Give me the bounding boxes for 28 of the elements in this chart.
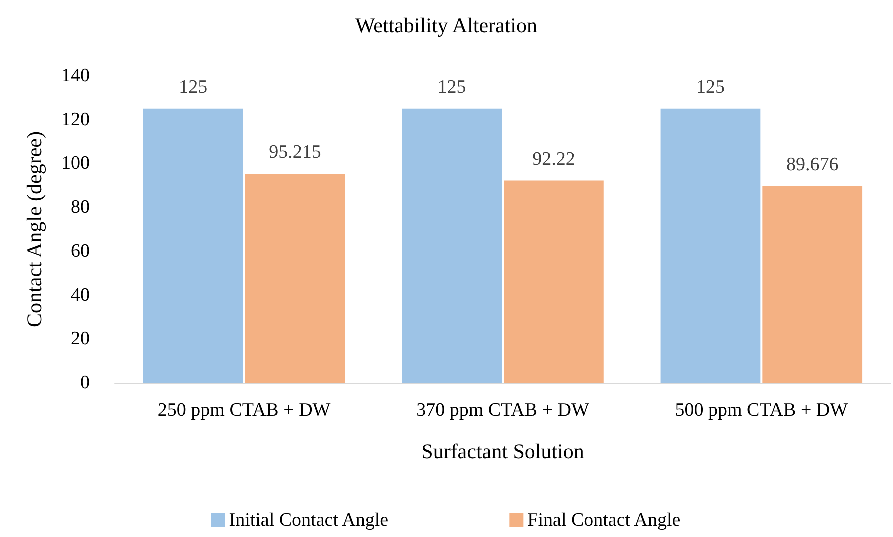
y-tick-label: 20	[71, 328, 90, 350]
bar	[762, 186, 863, 383]
y-tick-label: 60	[71, 240, 90, 262]
data-label: 95.215	[269, 142, 322, 164]
x-tick-label: 500 ppm CTAB + DW	[675, 400, 848, 421]
bar	[143, 108, 244, 383]
chart-title: Wettability Alteration	[355, 14, 538, 38]
y-tick-label: 80	[71, 197, 90, 218]
bar	[504, 180, 604, 383]
x-tick-label: 250 ppm CTAB + DW	[158, 400, 331, 421]
x-axis-title: Surfactant Solution	[422, 440, 585, 464]
bar	[660, 108, 761, 383]
y-tick-label: 120	[62, 109, 90, 130]
y-tick-label: 0	[80, 372, 90, 394]
bar	[245, 174, 346, 383]
legend-label: Final Contact Angle	[528, 510, 681, 531]
legend-label: Initial Contact Angle	[229, 510, 389, 531]
data-label: 92.22	[532, 148, 576, 170]
data-label: 125	[179, 76, 208, 98]
y-tick-label: 40	[71, 284, 90, 306]
y-axis-title: Contact Angle (degree)	[22, 132, 46, 328]
y-tick-label: 100	[62, 153, 90, 174]
bar	[402, 108, 502, 383]
data-label: 125	[696, 76, 725, 98]
y-tick-label: 140	[62, 66, 90, 86]
data-label: 125	[438, 76, 466, 98]
data-label: 89.676	[786, 154, 839, 176]
x-tick-label: 370 ppm CTAB + DW	[416, 400, 590, 421]
